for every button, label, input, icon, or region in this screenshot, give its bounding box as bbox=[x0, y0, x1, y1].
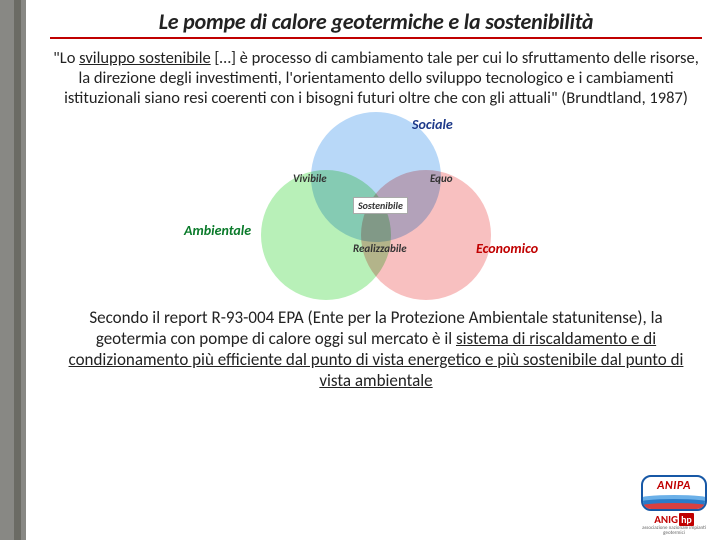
label-economico: Economico bbox=[476, 240, 538, 257]
label-sostenibile: Sostenibile bbox=[353, 197, 408, 214]
quote-pre: "Lo bbox=[53, 48, 79, 68]
brundtland-quote: "Lo sviluppo sostenibile […] è processo … bbox=[50, 49, 702, 108]
anipa-logo: ANIPA bbox=[641, 475, 707, 511]
anipa-waves bbox=[643, 495, 705, 509]
main-content: Le pompe di calore geotermiche e la sost… bbox=[26, 0, 720, 391]
logo-block: ANIPA ANIGhp associazione nazionale impi… bbox=[634, 475, 714, 536]
anipa-logo-text: ANIPA bbox=[643, 479, 705, 493]
label-equo: Equo bbox=[430, 172, 453, 185]
venn-diagram: Sociale Ambientale Economico Vivibile Eq… bbox=[176, 112, 576, 302]
sidebar-stripe-inner bbox=[14, 0, 21, 540]
label-ambientale: Ambientale bbox=[184, 222, 251, 239]
quote-underline-1: sviluppo sostenibile bbox=[79, 48, 211, 68]
sidebar-stripe bbox=[0, 0, 26, 540]
label-vivibile: Vivibile bbox=[293, 172, 327, 185]
circle-economico bbox=[361, 170, 491, 300]
anighp-subline: associazione nazionale impianti geotermi… bbox=[634, 526, 714, 536]
slide-title: Le pompe di calore geotermiche e la sost… bbox=[50, 8, 702, 39]
label-realizzabile: Realizzabile bbox=[353, 242, 407, 255]
epa-report-text: Secondo il report R-93-004 EPA (Ente per… bbox=[50, 308, 702, 391]
label-sociale: Sociale bbox=[412, 116, 453, 133]
